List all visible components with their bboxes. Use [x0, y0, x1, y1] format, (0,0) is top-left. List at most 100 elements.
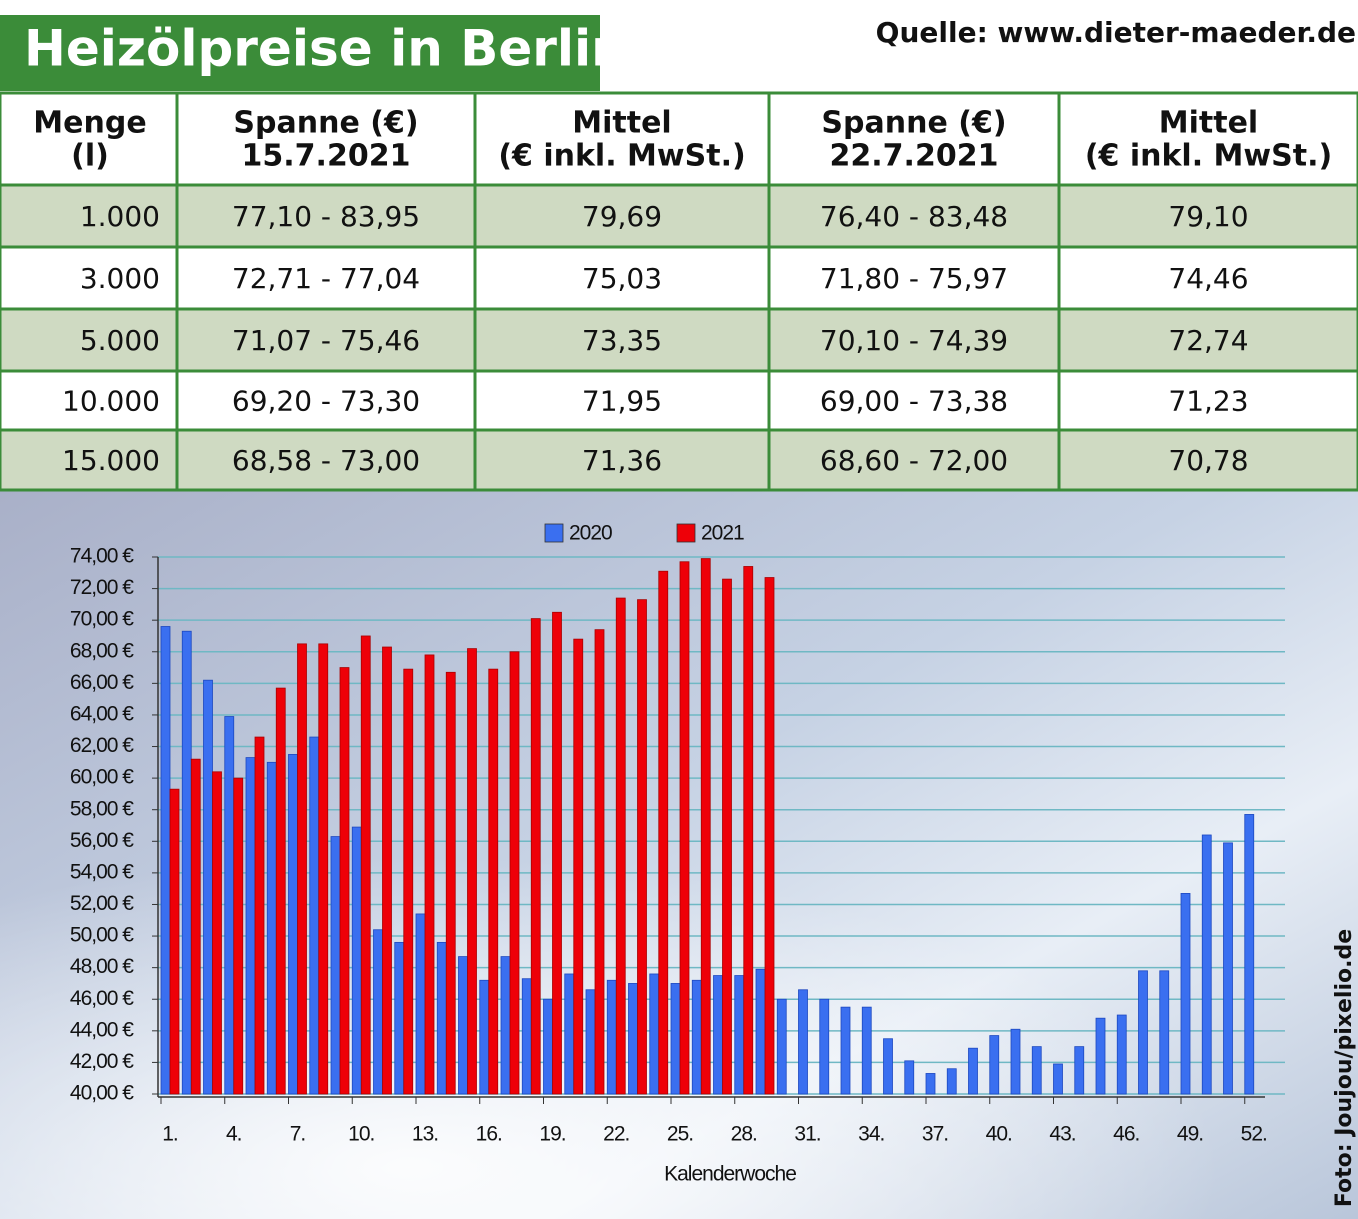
bar [275, 687, 286, 1095]
y-tick-label: 72,00 € [70, 576, 134, 599]
bar [1116, 1014, 1127, 1095]
table-cell: 73,35 [582, 324, 662, 357]
bar [989, 1035, 1000, 1095]
photo-credit: Foto: Joujou/pixelio.de [1332, 929, 1357, 1207]
chart: 40,00 € 42,00 € 44,00 € 46,00 € 48,00 € 50,00… [70, 522, 1285, 1186]
table-cell: 77,10 - 83,95 [232, 200, 420, 233]
y-tick-label: 52,00 € [70, 892, 134, 915]
column-header: Menge [33, 106, 146, 141]
bar [883, 1038, 893, 1095]
column-header: Spanne (€) [821, 106, 1006, 141]
x-tick-label: 7. [290, 1123, 306, 1146]
table-cell: 10.000 [62, 385, 160, 418]
y-tick-label: 66,00 € [70, 671, 134, 694]
bar [722, 578, 732, 1095]
bar [212, 771, 222, 1095]
bar [658, 570, 669, 1095]
table-cell: 79,10 [1168, 200, 1248, 233]
table-cell: 79,69 [582, 200, 662, 233]
bar [904, 1060, 915, 1095]
y-tick-label: 40,00 € [70, 1082, 134, 1105]
y-tick-label: 68,00 € [70, 639, 134, 662]
table-cell: 69,00 - 73,38 [820, 385, 1008, 418]
table-cell: 74,46 [1168, 262, 1248, 295]
x-tick-label: 16. [476, 1123, 502, 1146]
bar [564, 973, 575, 1095]
column-header: (€ inkl. MwSt.) [1085, 139, 1332, 174]
bar [160, 626, 171, 1095]
legend-label: 2020 [569, 522, 612, 545]
bar [500, 956, 511, 1095]
x-tick-label: 22. [603, 1123, 629, 1146]
table-cell: 71,36 [582, 444, 662, 477]
bar [743, 566, 754, 1095]
bar [1053, 1063, 1063, 1095]
x-tick-label: 19. [539, 1123, 565, 1146]
x-axis-label: Kalenderwoche [664, 1163, 796, 1186]
bar [637, 599, 647, 1095]
y-tick-label: 60,00 € [70, 766, 134, 789]
y-tick-label: 50,00 € [70, 924, 134, 947]
x-tick-label: 40. [986, 1123, 1012, 1146]
x-tick-label: 49. [1177, 1123, 1203, 1146]
x-tick-label: 1. [162, 1123, 178, 1146]
bar [233, 777, 244, 1095]
y-tick-label: 46,00 € [70, 987, 134, 1010]
x-tick-label: 10. [348, 1123, 374, 1146]
bar [679, 561, 690, 1095]
bar [1244, 814, 1255, 1095]
y-tick-label: 58,00 € [70, 797, 134, 820]
bar [339, 667, 350, 1095]
table-cell: 72,74 [1168, 324, 1248, 357]
bar [509, 651, 520, 1095]
table-cell: 5.000 [80, 324, 160, 357]
bar [755, 968, 766, 1095]
table-cell: 68,60 - 72,00 [820, 444, 1008, 477]
bar [925, 1073, 936, 1095]
y-tick-label: 74,00 € [70, 545, 134, 568]
bar [1074, 1046, 1085, 1095]
bar [552, 611, 562, 1095]
bar [373, 929, 383, 1095]
column-header: Mittel [572, 106, 671, 141]
bar [861, 1006, 872, 1095]
bar [415, 913, 426, 1095]
x-tick-label: 43. [1049, 1123, 1075, 1146]
bar [224, 716, 235, 1095]
bar [181, 630, 192, 1095]
bar [819, 998, 830, 1095]
bar [254, 736, 265, 1095]
bar [1031, 1046, 1042, 1095]
y-tick-label: 56,00 € [70, 829, 134, 852]
bar [488, 668, 499, 1095]
bar [840, 1006, 851, 1095]
y-tick-label: 62,00 € [70, 734, 134, 757]
table-cell: 71,07 - 75,46 [232, 324, 420, 357]
bar [169, 788, 180, 1095]
bar [649, 973, 660, 1095]
table-cell: 76,40 - 83,48 [820, 200, 1008, 233]
bar [309, 736, 320, 1095]
legend-label: 2021 [701, 522, 744, 545]
table-cell: 75,03 [582, 262, 662, 295]
bar [351, 826, 362, 1095]
bar [573, 638, 584, 1095]
bar [318, 643, 329, 1095]
bar [776, 998, 787, 1095]
column-header: Spanne (€) [233, 106, 418, 141]
bar [968, 1047, 978, 1095]
row-shade [0, 430, 1358, 490]
bar [670, 983, 681, 1095]
bar [1010, 1028, 1021, 1095]
table-cell: 72,71 - 77,04 [232, 262, 420, 295]
table-cell: 71,23 [1168, 385, 1248, 418]
bar [585, 989, 596, 1095]
bar [700, 558, 711, 1095]
table-cell: 68,58 - 73,00 [232, 444, 420, 477]
bar [266, 761, 277, 1095]
y-tick-label: 44,00 € [70, 1018, 134, 1041]
bar [530, 618, 541, 1095]
